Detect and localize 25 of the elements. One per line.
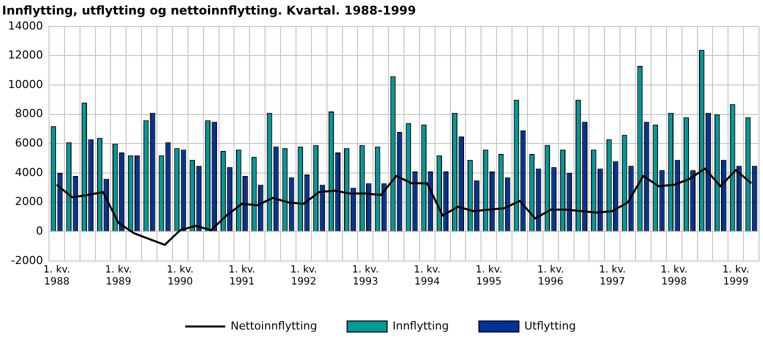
x-tick-label: 1. kv. 1996 <box>537 264 564 288</box>
x-tick-label: 1. kv. 1989 <box>105 264 132 288</box>
y-tick-label: 2000 <box>14 195 43 208</box>
legend-label: Nettoinnflytting <box>230 319 318 332</box>
y-tick-label: 12000 <box>8 48 43 62</box>
y-tick-label: 10000 <box>8 78 43 91</box>
legend-label: Innflytting <box>392 319 449 332</box>
y-tick-label: 8000 <box>14 107 43 120</box>
x-tick-label: 1. kv. 1998 <box>660 264 688 288</box>
x-tick-label: 1. kv. 1992 <box>290 264 318 288</box>
x-tick-label: 1. kv. 1995 <box>475 264 502 288</box>
legend-label: Utflytting <box>524 319 576 332</box>
y-tick-label: 4000 <box>14 166 43 179</box>
x-tick-label: 1. kv. 1999 <box>722 264 750 288</box>
x-tick-label: 1. kv. 1988 <box>43 264 70 288</box>
y-tick-label: 14000 <box>8 19 43 32</box>
y-tick-label: 6000 <box>14 136 43 150</box>
x-tick-label: 1. kv. 1993 <box>352 264 379 288</box>
y-tick-label: 0 <box>36 224 43 238</box>
x-tick-label: 1. kv. 1990 <box>166 264 194 288</box>
x-tick-label: 1. kv. 1994 <box>414 264 441 288</box>
y-tick-label: -2000 <box>11 254 43 267</box>
x-tick-label: 1. kv. 1991 <box>228 264 256 288</box>
chart-title: Innflytting, utflytting og nettoinnflytting. Kvartal. 1988-1999 <box>2 3 416 18</box>
x-tick-label: 1. kv. 1997 <box>598 264 626 288</box>
